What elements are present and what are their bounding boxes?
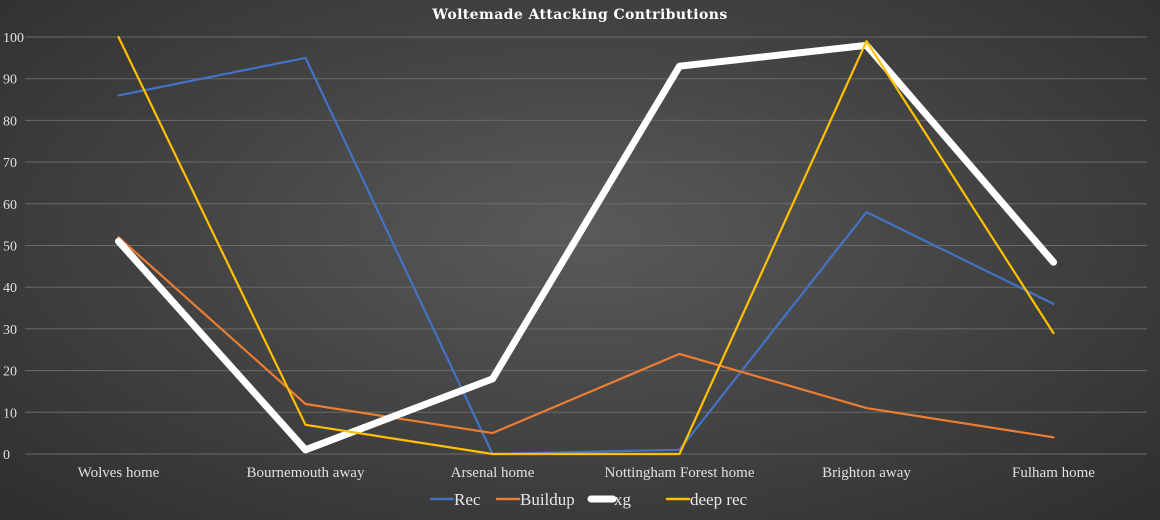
y-tick-label: 100 [3, 31, 24, 46]
legend-label: Buildup [520, 490, 575, 509]
y-tick-label: 40 [3, 281, 17, 296]
y-tick-label: 50 [3, 240, 17, 255]
series-line-xg [115, 41, 1057, 454]
y-tick-label: 20 [3, 365, 17, 380]
x-tick-label: Brighton away [822, 465, 911, 481]
y-tick-label: 90 [3, 73, 17, 88]
y-tick-label: 30 [3, 323, 17, 338]
y-tick-label: 60 [3, 198, 17, 213]
y-tick-label: 10 [3, 406, 17, 421]
series-line-buildup [117, 236, 1055, 439]
x-tick-label: Arsenal home [451, 465, 535, 481]
legend-label: deep rec [690, 490, 748, 509]
x-axis-ticks: Wolves home Bournemouth away Arsenal home N… [78, 465, 1096, 481]
series-line-deep-rec [117, 35, 1055, 456]
legend-label: xg [614, 490, 632, 509]
series-line-rec [117, 56, 1055, 456]
legend: Rec Buildup xg deep rec [429, 490, 748, 509]
y-tick-label: 0 [3, 448, 10, 463]
gridlines [25, 36, 1147, 455]
y-tick-label: 80 [3, 114, 17, 129]
chart-title: Woltemade Attacking Contributions [431, 7, 727, 23]
y-tick-label: 70 [3, 156, 17, 171]
x-tick-label: Wolves home [78, 465, 160, 481]
x-tick-label: Nottingham Forest home [605, 465, 755, 481]
x-tick-label: Fulham home [1012, 465, 1095, 481]
y-axis-ticks: 0 10 20 30 40 50 60 70 80 90 100 [3, 31, 24, 463]
x-tick-label: Bournemouth away [247, 465, 365, 481]
legend-label: Rec [454, 490, 481, 509]
series-lines [115, 35, 1057, 456]
